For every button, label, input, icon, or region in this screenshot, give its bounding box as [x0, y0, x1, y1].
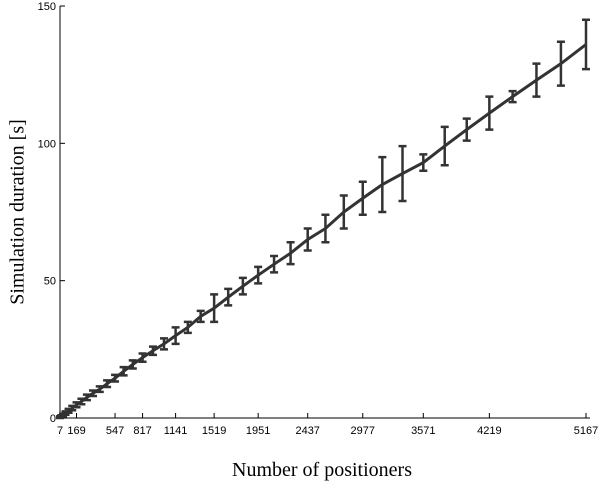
error-bar	[286, 240, 295, 266]
error-bar	[148, 345, 157, 357]
x-tick-label: 7	[57, 425, 63, 437]
error-bar	[119, 365, 128, 377]
error-bar	[95, 385, 104, 394]
error-bar	[582, 18, 590, 71]
y-tick-label: 0	[50, 413, 56, 425]
error-bar	[398, 144, 407, 203]
error-bar	[358, 180, 367, 216]
x-tick-label: 169	[67, 425, 85, 437]
x-tick-label: 1141	[164, 425, 188, 437]
error-bar	[303, 227, 312, 252]
y-tick-label: 150	[38, 1, 56, 13]
y-tick-label: 50	[44, 276, 56, 288]
error-bar	[339, 194, 348, 230]
error-bar	[103, 379, 112, 389]
error-bar	[72, 401, 81, 409]
error-bar	[254, 265, 263, 285]
error-bar	[419, 153, 428, 173]
x-tick-label: 5167	[574, 425, 598, 437]
error-bar	[532, 62, 541, 98]
error-bar	[138, 352, 147, 363]
error-bar	[68, 404, 77, 412]
y-tick-label: 100	[38, 138, 56, 150]
error-bar	[159, 337, 168, 351]
error-bar	[183, 320, 192, 335]
error-bar	[77, 397, 86, 406]
error-bar	[556, 40, 565, 87]
x-tick-label: 2977	[351, 425, 375, 437]
x-tick-label: 817	[133, 425, 151, 437]
error-bar	[196, 309, 205, 324]
error-bar	[462, 117, 471, 142]
error-bar	[270, 254, 279, 274]
x-tick-label: 2437	[295, 425, 319, 437]
error-bar	[485, 95, 494, 131]
x-tick-label: 3571	[411, 425, 435, 437]
error-bar	[89, 389, 98, 398]
error-bar	[440, 125, 449, 167]
x-axis-label: Number of positioners	[232, 459, 412, 481]
x-tick-label: 4219	[477, 425, 501, 437]
error-bar	[238, 276, 247, 296]
error-bar	[82, 393, 91, 402]
error-bar	[111, 373, 120, 383]
error-bar	[508, 89, 517, 104]
error-bar	[171, 326, 180, 346]
error-bar	[378, 155, 387, 214]
x-tick-label: 547	[106, 425, 124, 437]
error-bar	[224, 287, 233, 307]
x-tick-label: 1519	[202, 425, 226, 437]
y-axis-label: Simulation duration [s]	[7, 119, 29, 305]
error-bar	[321, 213, 330, 244]
error-bar	[128, 359, 137, 370]
x-tick-label: 1951	[246, 425, 270, 437]
error-bar	[210, 293, 219, 324]
